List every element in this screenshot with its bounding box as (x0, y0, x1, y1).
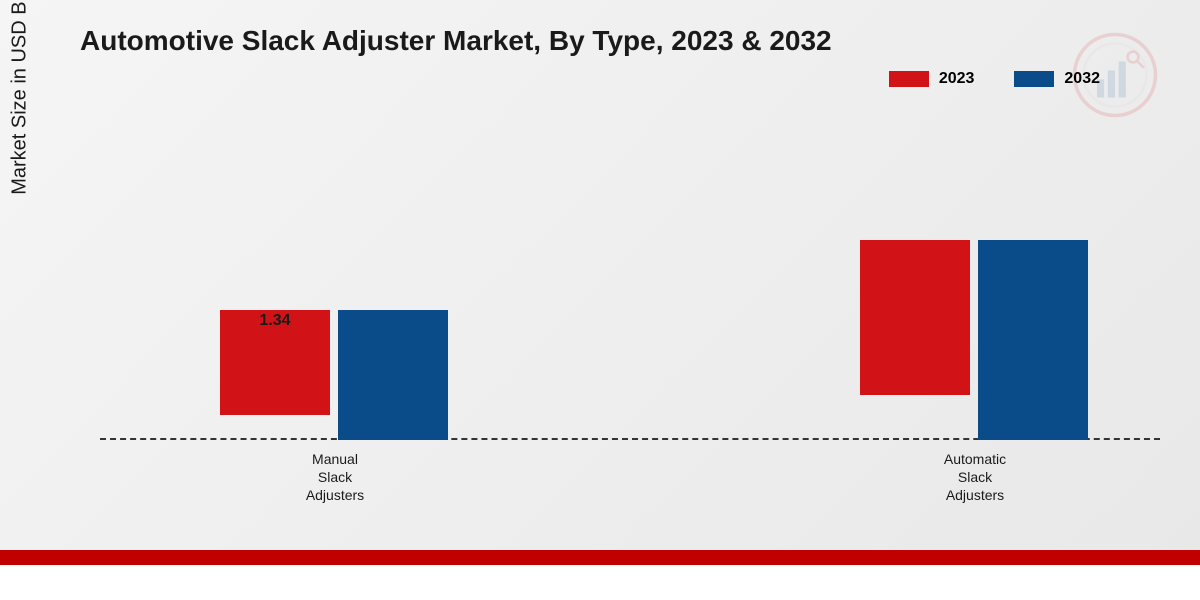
legend-label-2032: 2032 (1064, 70, 1100, 88)
legend-swatch-2023 (889, 71, 929, 87)
bar-automatic-2023 (860, 240, 970, 395)
chart-title: Automotive Slack Adjuster Market, By Typ… (80, 25, 832, 57)
x-label-manual: ManualSlackAdjusters (275, 450, 395, 505)
bar-group-automatic (860, 240, 1088, 440)
legend: 2023 2032 (889, 70, 1100, 88)
bar-manual-2032 (338, 310, 448, 440)
legend-swatch-2032 (1014, 71, 1054, 87)
x-label-automatic: AutomaticSlackAdjusters (915, 450, 1035, 505)
legend-item-2032: 2032 (1014, 70, 1100, 88)
data-label-manual-2023: 1.34 (220, 312, 330, 330)
legend-label-2023: 2023 (939, 70, 975, 88)
legend-item-2023: 2023 (889, 70, 975, 88)
chart-area: 1.34 ManualSlackAdjusters AutomaticSlack… (100, 120, 1160, 500)
bar-automatic-2032 (978, 240, 1088, 440)
footer-red-bar (0, 550, 1200, 565)
footer-white-bar (0, 565, 1200, 600)
y-axis-label: Market Size in USD Billion (9, 0, 32, 195)
